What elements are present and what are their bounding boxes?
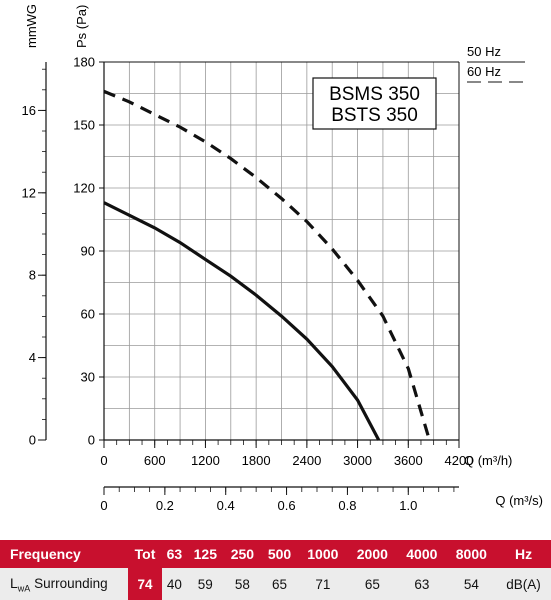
q-m3h-tick-label: 2400 [292, 453, 321, 468]
band-header: 250 [223, 540, 261, 568]
mmwg-tick-label: 4 [29, 350, 36, 365]
legend-label: 60 Hz [467, 64, 501, 79]
mmwg-tick-label: 0 [29, 433, 36, 448]
q-m3h-tick-label: 4200 [445, 453, 474, 468]
model-box-frame [312, 77, 437, 130]
tot-header: Tot [128, 540, 162, 568]
band-value: 65 [260, 568, 299, 600]
q-m3s-tick-label: 0.4 [217, 498, 235, 513]
chart-curves [103, 89, 431, 441]
ps-tick-label: 90 [81, 244, 95, 259]
lwa-description: Surrounding [34, 575, 108, 591]
model-name: BSTS 350 [331, 105, 418, 126]
ps-tick-label: 180 [73, 55, 95, 70]
unit-header: Hz [496, 540, 551, 568]
ps-tick-label: 60 [81, 307, 95, 322]
chart-ticks [38, 61, 460, 495]
lwa-subscript: wA [17, 583, 31, 594]
ps-axis-title: Ps (Pa) [74, 5, 89, 48]
ps-tick-label: 30 [81, 370, 95, 385]
band-value: 54 [446, 568, 497, 600]
q-m3h-tick-label: 0 [100, 453, 107, 468]
band-value: 58 [223, 568, 261, 600]
band-header: 4000 [397, 540, 447, 568]
q-m3s-tick-label: 0.2 [156, 498, 174, 513]
unit-value: dB(A) [496, 568, 551, 600]
band-value: 59 [186, 568, 224, 600]
band-header: 8000 [446, 540, 497, 568]
frequency-header: Frequency [0, 540, 128, 568]
curve-50hz [103, 201, 381, 441]
q-m3h-tick-label: 1800 [242, 453, 271, 468]
sound-level-table: Frequency Tot 63 125 250 500 1000 2000 4… [0, 540, 551, 600]
mmwg-axis-title: mmWG [24, 4, 39, 48]
sound-table-header: Frequency Tot 63 125 250 500 1000 2000 4… [0, 540, 551, 568]
q-m3s-tick-label: 0.8 [338, 498, 356, 513]
lwa-symbol: L [10, 574, 18, 591]
mmwg-tick-label: 8 [29, 268, 36, 283]
lwa-label: LwA Surrounding [0, 568, 128, 600]
q-m3h-tick-label: 600 [144, 453, 166, 468]
mmwg-tick-label: 16 [22, 103, 36, 118]
mmwg-tick-label: 12 [22, 185, 36, 200]
sound-table-row: LwA Surrounding 74 40 59 58 65 71 65 63 … [0, 568, 551, 600]
q-m3s-axis-title: Q (m³/s) [495, 493, 543, 508]
curve-60hz [103, 89, 431, 441]
chart-legend: 50 Hz 60 Hz [467, 44, 525, 83]
band-header: 2000 [347, 540, 398, 568]
band-value: 65 [347, 568, 398, 600]
q-m3s-tick-label: 0.6 [278, 498, 296, 513]
q-m3h-tick-label: 3600 [394, 453, 423, 468]
tot-value: 74 [128, 568, 162, 600]
model-name: BSMS 350 [329, 84, 420, 105]
ps-tick-label: 150 [73, 118, 95, 133]
q-m3h-tick-label: 3000 [343, 453, 372, 468]
ps-tick-label: 0 [88, 433, 95, 448]
ps-tick-label: 120 [73, 181, 95, 196]
q-m3h-tick-label: 1200 [191, 453, 220, 468]
band-header: 63 [162, 540, 187, 568]
legend-label: 50 Hz [467, 44, 501, 59]
band-header: 1000 [298, 540, 348, 568]
band-header: 500 [260, 540, 299, 568]
band-value: 71 [298, 568, 348, 600]
band-value: 40 [162, 568, 187, 600]
q-m3s-tick-label: 0 [100, 498, 107, 513]
q-m3h-axis-title: Q (m³/h) [464, 453, 512, 468]
q-m3s-tick-label: 1.0 [399, 498, 417, 513]
band-header: 125 [186, 540, 224, 568]
band-value: 63 [397, 568, 447, 600]
